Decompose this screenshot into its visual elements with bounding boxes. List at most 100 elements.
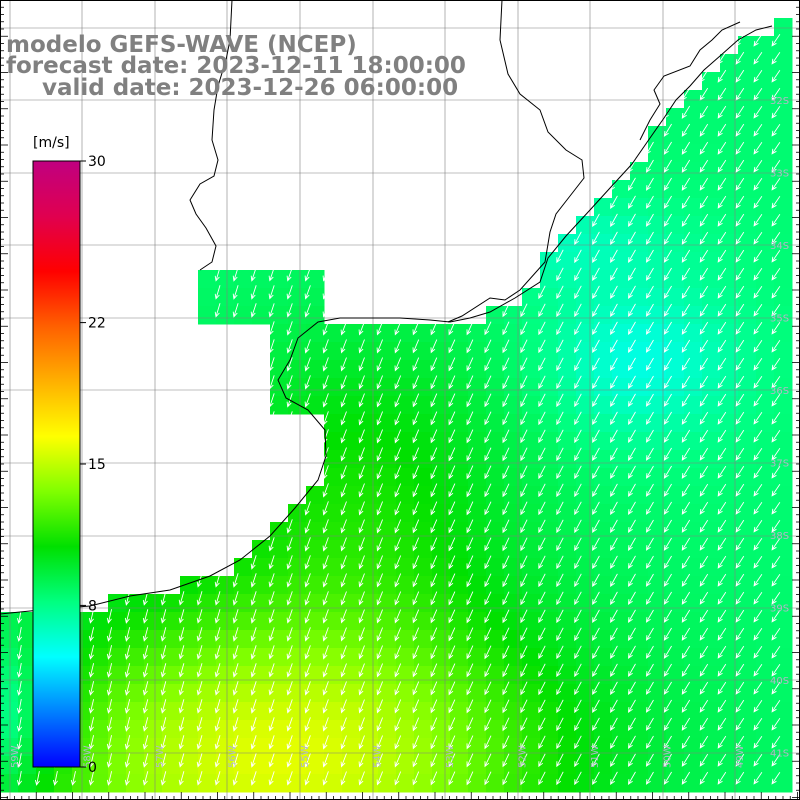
- wind-arrow: [574, 591, 582, 606]
- wind-arrow: [753, 393, 763, 407]
- wind-cell: [90, 666, 109, 685]
- wind-cell: [198, 774, 217, 793]
- wind-arrow: [250, 267, 257, 282]
- wind-arrow: [286, 267, 293, 282]
- wind-arrow: [681, 339, 691, 353]
- wind-cell: [270, 342, 289, 361]
- wind-cell: [774, 630, 793, 649]
- wind-arrow: [592, 231, 600, 246]
- wind-arrow: [645, 393, 654, 407]
- wind-arrow: [627, 213, 636, 228]
- wind-arrow: [178, 699, 185, 714]
- longitude-label: 55W: [300, 745, 311, 768]
- wind-arrow: [358, 573, 365, 588]
- wind-cell: [612, 234, 631, 253]
- wind-cell: [252, 576, 271, 595]
- wind-cell: [702, 450, 721, 469]
- wind-cell: [450, 468, 469, 487]
- wind-cell: [432, 342, 451, 361]
- wind-cell: [198, 612, 217, 631]
- wind-arrow: [627, 573, 636, 588]
- wind-cell: [648, 576, 667, 595]
- wind-cell: [756, 126, 775, 145]
- wind-arrow: [412, 321, 420, 336]
- wind-arrow: [214, 285, 221, 300]
- wind-arrow: [286, 519, 293, 534]
- wind-arrow: [142, 645, 149, 660]
- wind-arrow: [466, 717, 474, 732]
- wind-arrow: [502, 771, 510, 786]
- wind-arrow: [753, 69, 763, 83]
- wind-arrow: [717, 267, 727, 281]
- wind-cell: [666, 720, 685, 739]
- wind-arrow: [538, 573, 546, 588]
- wind-cell: [306, 288, 325, 307]
- wind-arrow: [574, 393, 582, 408]
- wind-arrow: [232, 573, 239, 588]
- wind-arrow: [502, 483, 510, 498]
- wind-cell: [162, 720, 181, 739]
- wind-arrow: [232, 285, 239, 300]
- wind-cell: [720, 234, 739, 253]
- wind-arrow: [520, 483, 528, 498]
- wind-arrow: [322, 573, 329, 588]
- wind-arrow: [610, 555, 618, 570]
- wind-cell: [630, 414, 649, 433]
- wind-cell: [162, 756, 181, 775]
- wind-arrow: [574, 699, 582, 714]
- wind-arrow: [304, 357, 311, 372]
- wind-arrow: [753, 447, 763, 461]
- wind-cell: [702, 738, 721, 757]
- wind-arrow: [574, 267, 582, 282]
- wind-cell: [486, 504, 505, 523]
- wind-arrow: [610, 663, 618, 678]
- wind-cell: [738, 180, 757, 199]
- wind-arrow: [304, 717, 311, 732]
- wind-cell: [702, 144, 721, 163]
- wind-arrow: [735, 753, 745, 767]
- wind-cell: [630, 756, 649, 775]
- wind-cell: [702, 684, 721, 703]
- wind-arrow: [520, 717, 528, 732]
- wind-arrow: [681, 213, 691, 227]
- wind-cell: [468, 756, 487, 775]
- wind-arrow: [645, 483, 654, 497]
- wind-cell: [288, 306, 307, 325]
- wind-cell: [522, 612, 541, 631]
- wind-arrow: [232, 681, 239, 696]
- wind-arrow: [520, 663, 528, 678]
- wind-cell: [342, 756, 361, 775]
- latitude-label: 41S: [770, 749, 789, 760]
- wind-arrow: [592, 627, 600, 642]
- wind-arrow: [322, 753, 329, 768]
- wind-arrow: [394, 393, 402, 408]
- wind-arrow: [663, 195, 672, 209]
- wind-arrow: [556, 303, 564, 318]
- wind-cell: [540, 504, 559, 523]
- wind-cell: [72, 774, 91, 793]
- wind-cell: [324, 486, 343, 505]
- wind-cell: [612, 450, 631, 469]
- wind-arrow: [268, 357, 275, 372]
- wind-arrow: [232, 591, 239, 606]
- wind-cell: [684, 450, 703, 469]
- wind-cell: [684, 648, 703, 667]
- wind-cell: [324, 612, 343, 631]
- wind-cell: [630, 612, 649, 631]
- wind-arrow: [250, 681, 257, 696]
- wind-arrow: [645, 177, 654, 191]
- wind-arrow: [645, 537, 654, 551]
- wind-arrow: [681, 645, 691, 659]
- wind-cell: [684, 216, 703, 235]
- wind-cell: [540, 360, 559, 379]
- wind-arrow: [268, 537, 275, 552]
- wind-arrow: [340, 627, 347, 642]
- wind-cell: [486, 432, 505, 451]
- wind-arrow: [699, 555, 709, 569]
- wind-arrow: [610, 717, 618, 732]
- wind-cell: [324, 774, 343, 793]
- wind-arrow: [645, 609, 654, 623]
- wind-arrow: [699, 195, 709, 209]
- wind-arrow: [681, 123, 691, 137]
